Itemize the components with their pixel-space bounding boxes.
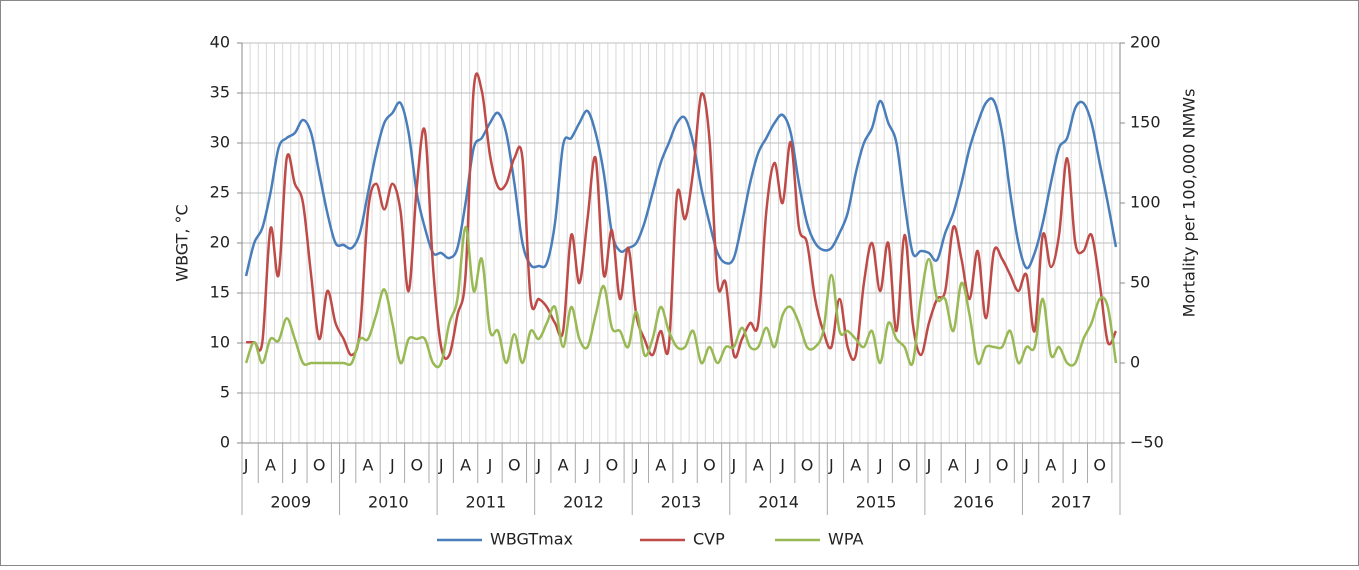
- x-tick-label: A: [948, 456, 959, 475]
- x-tick-label: A: [265, 456, 276, 475]
- y2-tick-label: 200: [1130, 33, 1161, 52]
- y2-tick-label: −50: [1130, 433, 1164, 452]
- x-tick-label: J: [877, 456, 883, 475]
- year-label: 2012: [563, 493, 604, 512]
- x-tick-label: J: [974, 456, 980, 475]
- x-tick-label: J: [291, 456, 297, 475]
- y2-tick-label: 50: [1130, 273, 1150, 292]
- y2-tick-label: 100: [1130, 193, 1161, 212]
- x-tick-label: J: [828, 456, 834, 475]
- x-tick-label: O: [313, 456, 326, 475]
- series-line: [246, 72, 1118, 361]
- x-tick-label: O: [898, 456, 911, 475]
- y-tick-label: 5: [220, 383, 230, 402]
- x-tick-label: A: [558, 456, 569, 475]
- x-tick-label: J: [340, 456, 346, 475]
- x-tick-label: O: [606, 456, 619, 475]
- year-label: 2011: [466, 493, 507, 512]
- series-line: [244, 97, 1118, 277]
- x-tick-label: J: [633, 456, 639, 475]
- y-tick-label: 0: [220, 433, 230, 452]
- legend-label: WBGTmax: [490, 530, 573, 549]
- x-tick-label: J: [779, 456, 785, 475]
- year-label: 2013: [661, 493, 702, 512]
- x-tick-label: J: [926, 456, 932, 475]
- x-tick-label: O: [508, 456, 521, 475]
- x-tick-label: J: [730, 456, 736, 475]
- year-label: 2010: [368, 493, 409, 512]
- x-tick-label: A: [850, 456, 861, 475]
- y-tick-label: 15: [210, 283, 230, 302]
- x-tick-label: A: [753, 456, 764, 475]
- x-tick-label: O: [703, 456, 716, 475]
- year-label: 2014: [758, 493, 799, 512]
- y-tick-label: 35: [210, 83, 230, 102]
- y-tick-label: 20: [210, 233, 230, 252]
- series-line: [244, 225, 1118, 369]
- year-label: 2015: [856, 493, 897, 512]
- x-tick-label: A: [460, 456, 471, 475]
- x-tick-label: A: [363, 456, 374, 475]
- y2-axis-title: Mortality per 100,000 NMWs: [1180, 89, 1199, 318]
- y-tick-label: 30: [210, 133, 230, 152]
- y-tick-label: 40: [210, 33, 230, 52]
- year-label: 2017: [1051, 493, 1092, 512]
- legend-label: CVP: [693, 530, 725, 549]
- legend-label: WPA: [828, 530, 863, 549]
- x-tick-label: J: [438, 456, 444, 475]
- x-tick-label: J: [682, 456, 688, 475]
- y-tick-label: 10: [210, 333, 230, 352]
- x-tick-label: J: [243, 456, 249, 475]
- x-tick-label: O: [996, 456, 1009, 475]
- x-tick-label: J: [487, 456, 493, 475]
- x-tick-label: J: [389, 456, 395, 475]
- x-tick-label: O: [801, 456, 814, 475]
- x-tick-label: J: [1023, 456, 1029, 475]
- x-tick-label: A: [1045, 456, 1056, 475]
- x-tick-label: J: [1072, 456, 1078, 475]
- x-tick-label: J: [584, 456, 590, 475]
- y2-tick-label: 0: [1130, 353, 1140, 372]
- year-label: 2009: [270, 493, 311, 512]
- x-tick-label: O: [410, 456, 423, 475]
- x-tick-label: A: [655, 456, 666, 475]
- y-tick-label: 25: [210, 183, 230, 202]
- x-tick-label: J: [535, 456, 541, 475]
- year-label: 2016: [953, 493, 994, 512]
- x-tick-label: O: [1093, 456, 1106, 475]
- y-axis-title: WBGT, °C: [173, 204, 192, 281]
- y2-tick-label: 150: [1130, 113, 1161, 132]
